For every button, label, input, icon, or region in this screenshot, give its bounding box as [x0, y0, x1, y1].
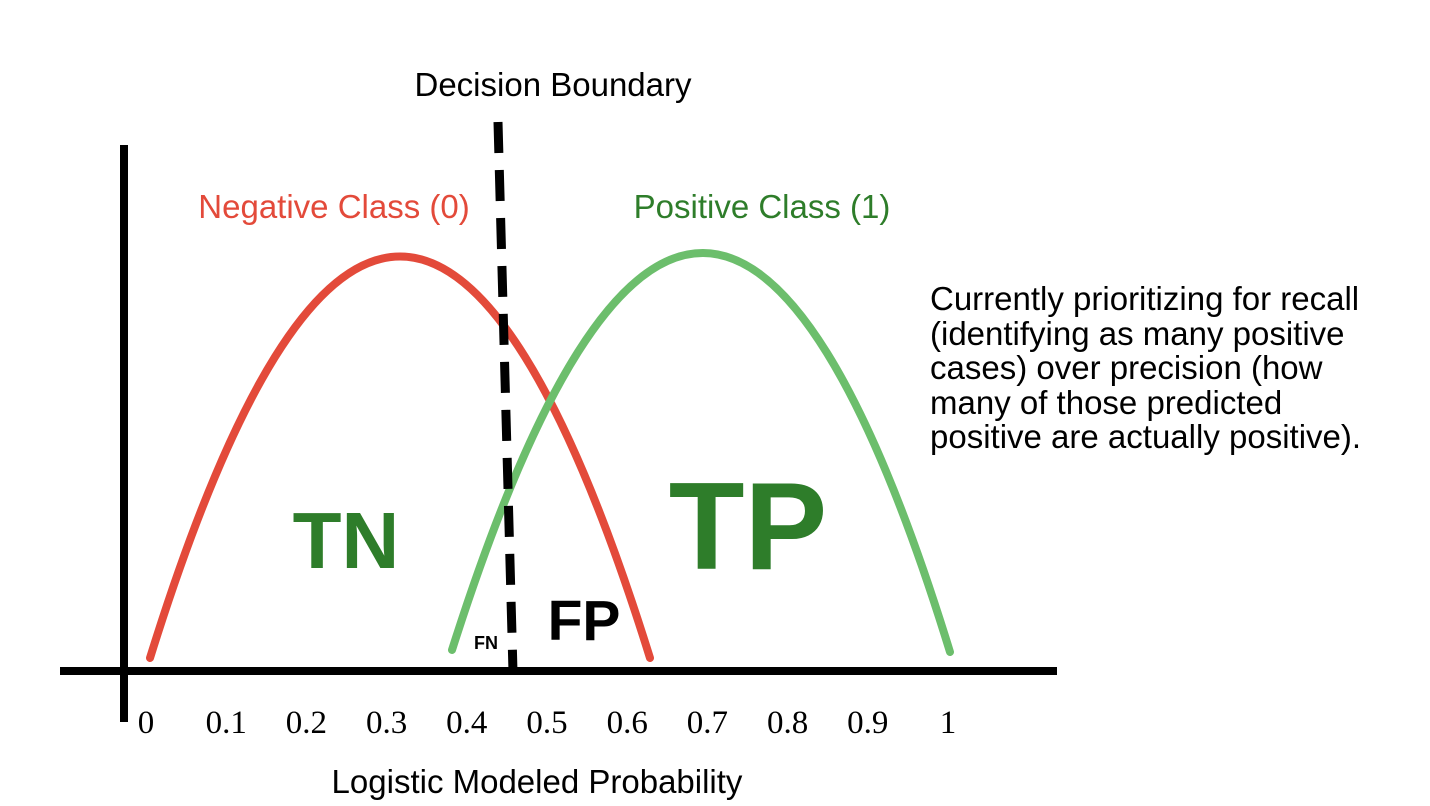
true-negative-label: TN — [293, 496, 400, 585]
x-tick-label: 0.7 — [687, 705, 728, 741]
x-axis-ticks: 0 0.1 0.2 0.3 0.4 0.5 0.6 0.7 0.8 0.9 1 — [138, 705, 957, 741]
note-line: (identifying as many positive — [930, 314, 1345, 352]
x-tick-label: 0.4 — [446, 705, 487, 741]
decision-boundary-label: Decision Boundary — [415, 66, 692, 103]
note-line: positive are actually positive). — [930, 418, 1362, 455]
x-tick-label: 1 — [940, 705, 957, 741]
negative-class-curve — [146, 252, 654, 662]
note-line: cases) over precision (how — [930, 349, 1323, 386]
note-line: Currently prioritizing for recall — [930, 280, 1360, 317]
true-positive-label: TP — [669, 458, 827, 596]
x-tick-label: 0.1 — [206, 705, 247, 741]
decision-boundary-line — [493, 121, 518, 673]
x-tick-label: 0.3 — [366, 705, 407, 741]
x-tick-label: 0.2 — [286, 705, 327, 741]
x-tick-label: 0.8 — [767, 705, 808, 741]
x-tick-label: 0 — [138, 705, 155, 741]
positive-class-label: Positive Class (1) — [634, 188, 891, 225]
false-negative-label: FN — [474, 633, 498, 653]
positive-class-curve — [448, 249, 954, 656]
note-line: many of those predicted — [930, 383, 1283, 421]
x-axis-label: Logistic Modeled Probability — [332, 763, 743, 800]
negative-class-label: Negative Class (0) — [198, 188, 469, 225]
x-tick-label: 0.6 — [607, 705, 648, 741]
false-positive-label: FP — [548, 589, 621, 653]
recall-note: Currently prioritizing for recall (ident… — [930, 280, 1420, 455]
x-tick-label: 0.9 — [847, 705, 888, 741]
x-tick-label: 0.5 — [526, 705, 567, 741]
